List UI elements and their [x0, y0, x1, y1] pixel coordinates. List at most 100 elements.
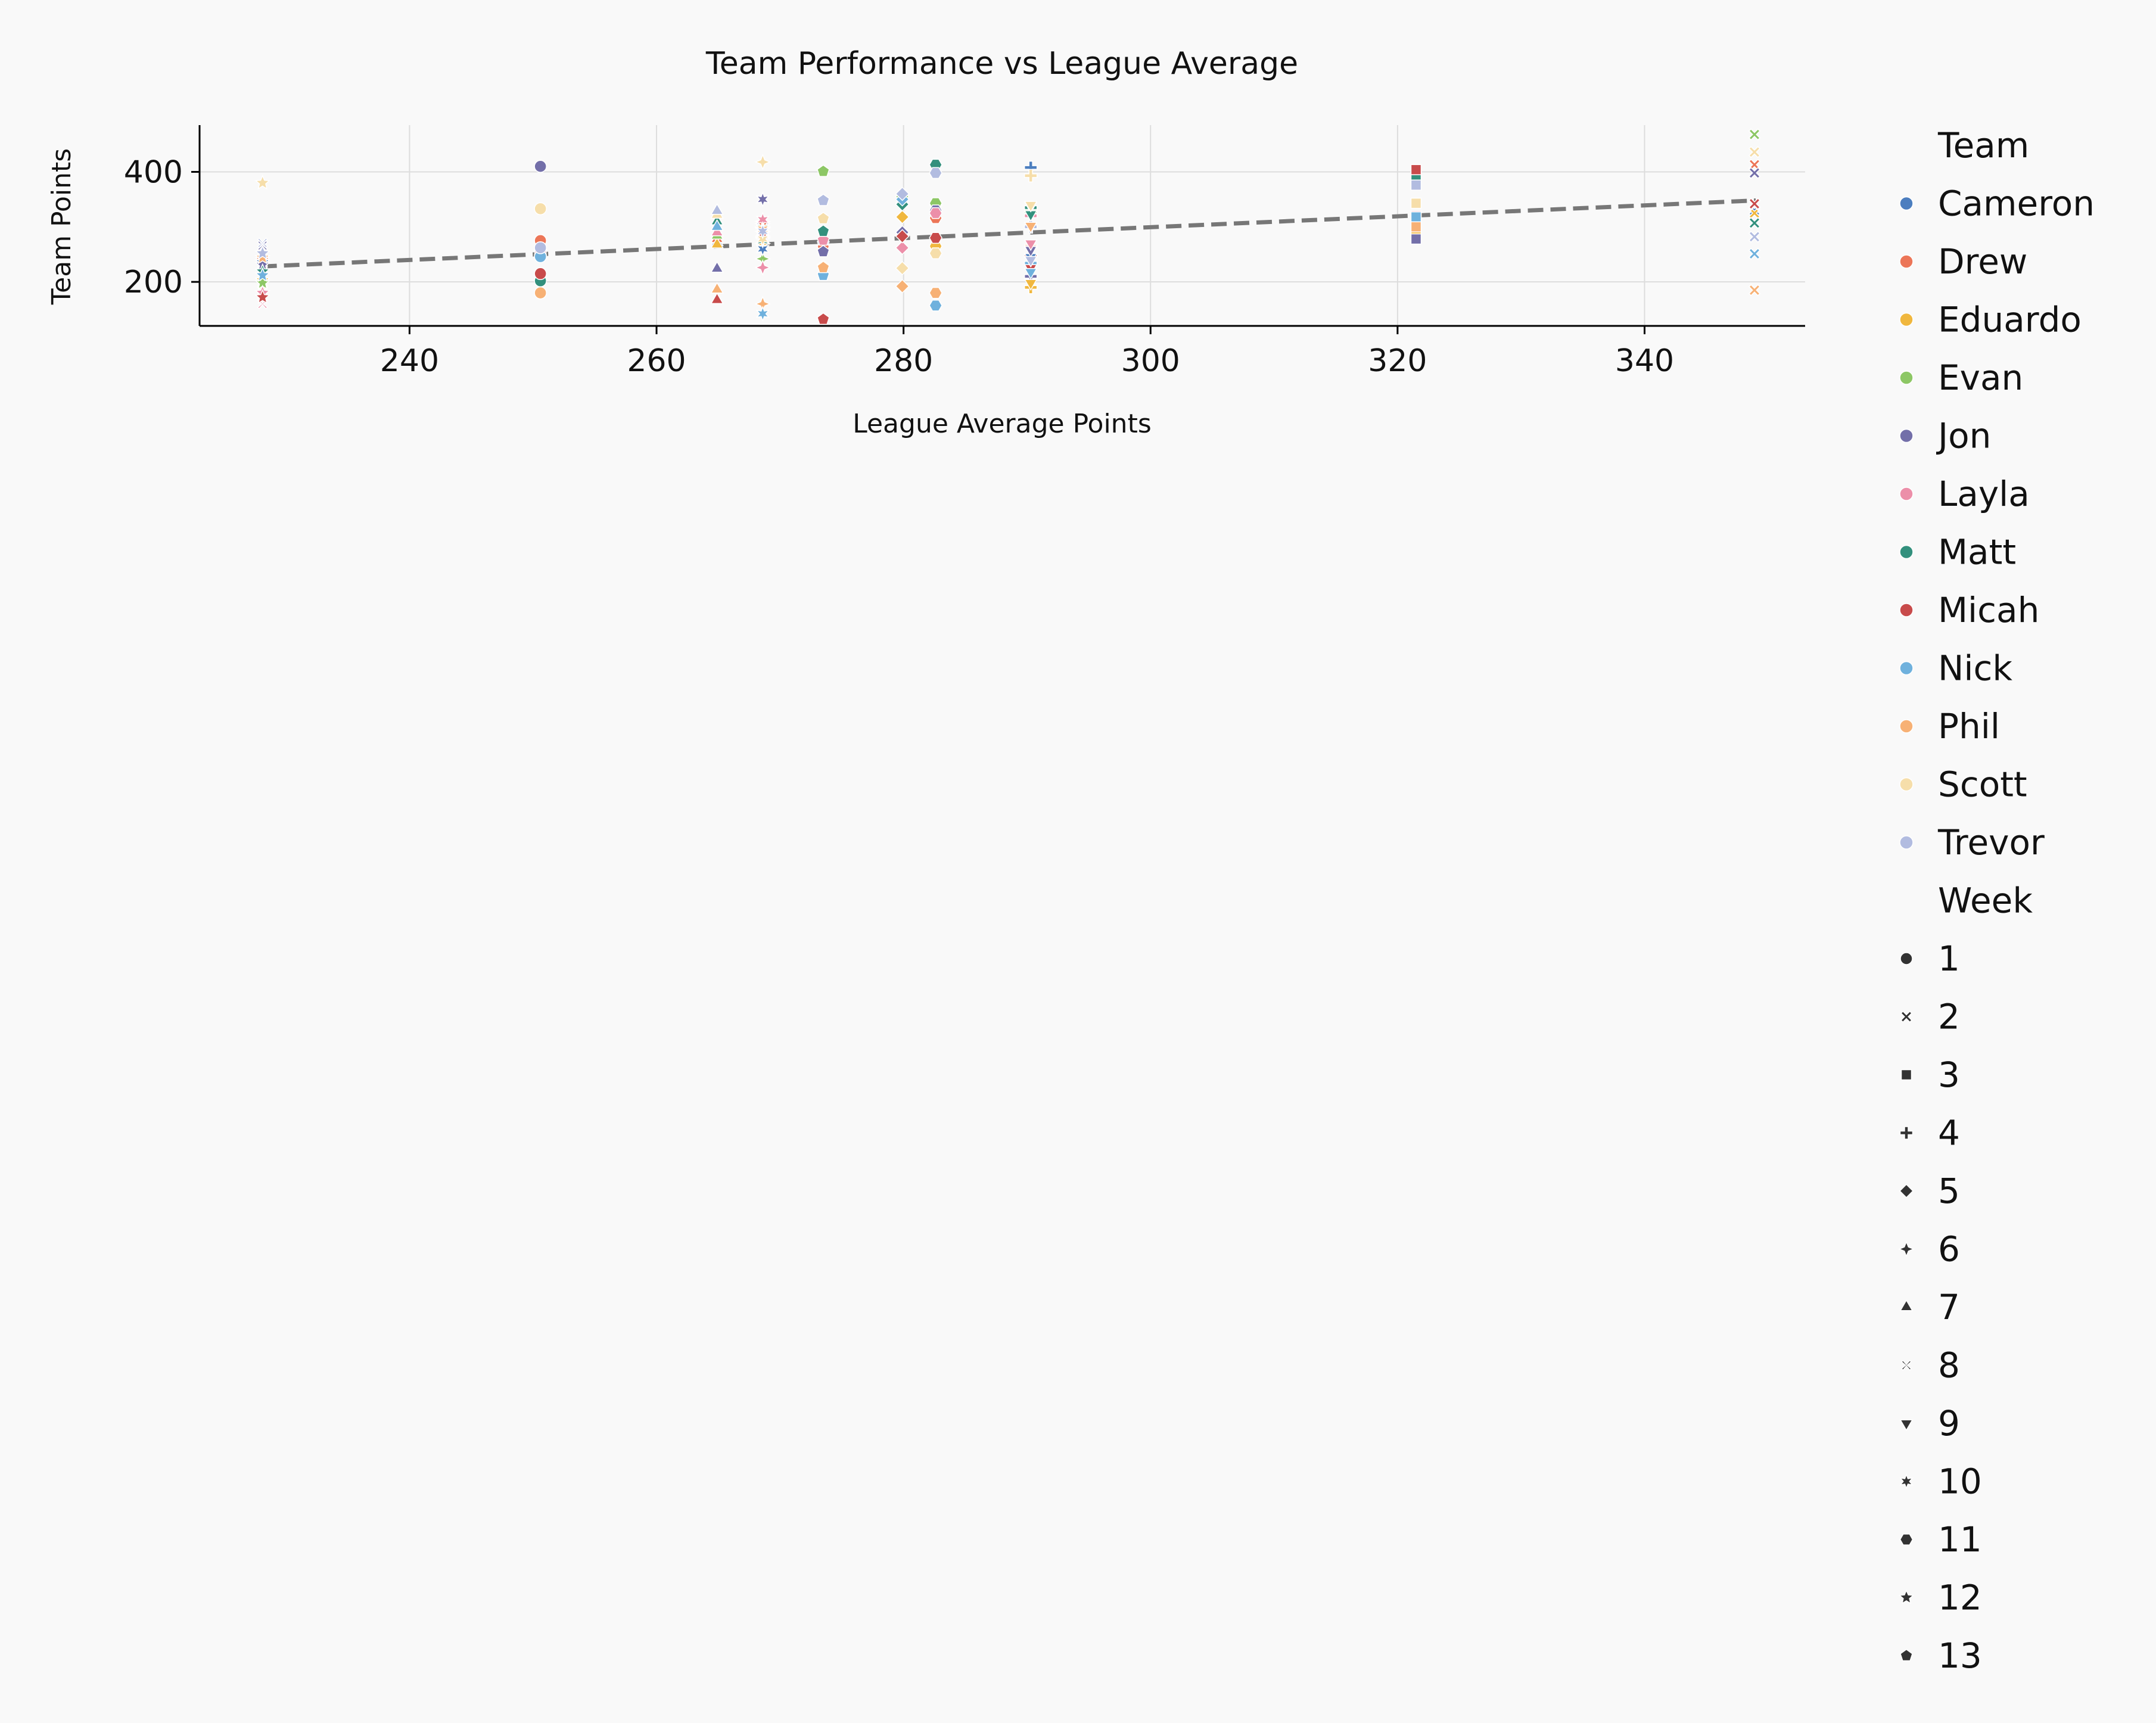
data-point: [1748, 146, 1761, 158]
data-point: [817, 244, 830, 257]
data-point: [755, 306, 770, 322]
legend-week-marker: [1899, 1183, 1914, 1199]
data-point: [754, 153, 771, 170]
data-point: [710, 219, 724, 231]
legend-team-label: Nick: [1938, 648, 2012, 689]
x-tick-label: 320: [1368, 343, 1427, 379]
data-point: [710, 203, 724, 215]
data-point: [755, 241, 770, 257]
data-point: [1023, 222, 1038, 234]
trend-line: [261, 198, 1756, 269]
legend-team-label: Cameron: [1938, 184, 2095, 224]
data-point: [895, 229, 910, 244]
data-point: [1748, 207, 1761, 219]
grid-lines: [200, 125, 1805, 326]
legend-week-marker: [1899, 1473, 1914, 1490]
legend-team-swatch: [1899, 603, 1914, 617]
chart-title: Team Performance vs League Average: [705, 46, 1298, 82]
data-point: [1748, 197, 1761, 210]
data-point: [534, 267, 547, 281]
legend-week-label: 8: [1938, 1345, 1960, 1386]
legend-week-label: 5: [1938, 1171, 1960, 1211]
legend-week-label: 6: [1938, 1229, 1960, 1270]
x-axis-title: League Average Points: [853, 409, 1152, 439]
legend-week-label: 7: [1938, 1287, 1960, 1327]
legend-week-marker: [1897, 1240, 1915, 1258]
data-point: [817, 312, 830, 325]
data-point: [534, 202, 547, 216]
data-point: [1748, 167, 1761, 179]
data-point: [817, 224, 830, 237]
x-tick-label: 280: [874, 343, 933, 379]
legend-week-marker: [1899, 1126, 1914, 1140]
legend-team-label: Micah: [1938, 590, 2039, 630]
data-point: [1023, 268, 1038, 280]
data-point: [1410, 233, 1422, 245]
data-point: [254, 174, 270, 190]
legend-week-label: 9: [1938, 1403, 1960, 1444]
legend-team-label: Evan: [1938, 357, 2023, 398]
data-point: [895, 186, 910, 201]
data-point: [929, 247, 942, 259]
x-tick-label: 260: [627, 343, 686, 379]
data-point: [1023, 169, 1038, 183]
data-point: [817, 164, 830, 177]
legend-week-label: 11: [1938, 1519, 1982, 1560]
data-point: [755, 223, 770, 240]
data-point: [710, 292, 724, 304]
legend-team-swatch: [1899, 254, 1914, 269]
data-point: [895, 279, 910, 294]
legend-team-swatch: [1899, 835, 1914, 850]
x-tick-label: 240: [380, 343, 439, 379]
legend-week-marker: [1899, 1534, 1914, 1545]
axes: [191, 125, 1805, 334]
legend: Team Cameron Drew Eduardo Evan Jon Layla Matt Mi…: [1897, 125, 2095, 1676]
legend-team-label: Layla: [1938, 474, 2030, 514]
data-point: [817, 212, 830, 225]
data-point: [1748, 158, 1761, 171]
data-point: [534, 286, 547, 300]
legend-week-label: 3: [1938, 1055, 1960, 1095]
legend-week-marker: [1900, 1010, 1913, 1023]
data-point: [1410, 221, 1422, 233]
legend-team-label: Eduardo: [1938, 300, 2082, 340]
data-point: [257, 237, 268, 248]
data-point: [1748, 128, 1761, 141]
data-point: [1748, 231, 1761, 243]
data-point: [929, 167, 942, 179]
y-tick-label: 200: [124, 265, 183, 300]
x-tick-label: 340: [1615, 343, 1674, 379]
y-tick-label: 400: [124, 154, 183, 190]
data-point: [817, 260, 830, 273]
legend-team-swatch: [1899, 661, 1914, 676]
y-axis-title: Team Points: [46, 148, 77, 305]
legend-week-marker: [1900, 1649, 1913, 1662]
data-point: [895, 240, 910, 255]
data-point: [710, 237, 724, 248]
legend-week-title: Week: [1938, 881, 2033, 921]
legend-team-swatch: [1899, 545, 1914, 559]
data-point: [534, 241, 547, 254]
legend-team-title: Team: [1937, 125, 2029, 166]
legend-week-label: 4: [1938, 1113, 1960, 1153]
legend-week-label: 2: [1938, 997, 1960, 1037]
data-point: [929, 299, 942, 312]
legend-week-marker: [1898, 1589, 1915, 1604]
x-tick-label: 300: [1121, 343, 1180, 379]
data-point: [1410, 197, 1422, 209]
data-point: [710, 261, 724, 273]
data-point: [1023, 256, 1038, 268]
data-point: [1023, 240, 1038, 251]
legend-week-label: 12: [1938, 1578, 1982, 1618]
data-point: [1410, 179, 1422, 191]
data-point: [1748, 217, 1761, 229]
legend-week-label: 13: [1938, 1635, 1982, 1676]
data-point: [534, 160, 547, 173]
legend-week-label: 10: [1938, 1461, 1982, 1502]
legend-week-label: 1: [1938, 938, 1960, 979]
legend-team-label: Trevor: [1937, 822, 2045, 863]
data-point: [254, 245, 270, 260]
legend-team-label: Jon: [1936, 416, 1991, 456]
legend-team-swatch: [1899, 428, 1914, 443]
